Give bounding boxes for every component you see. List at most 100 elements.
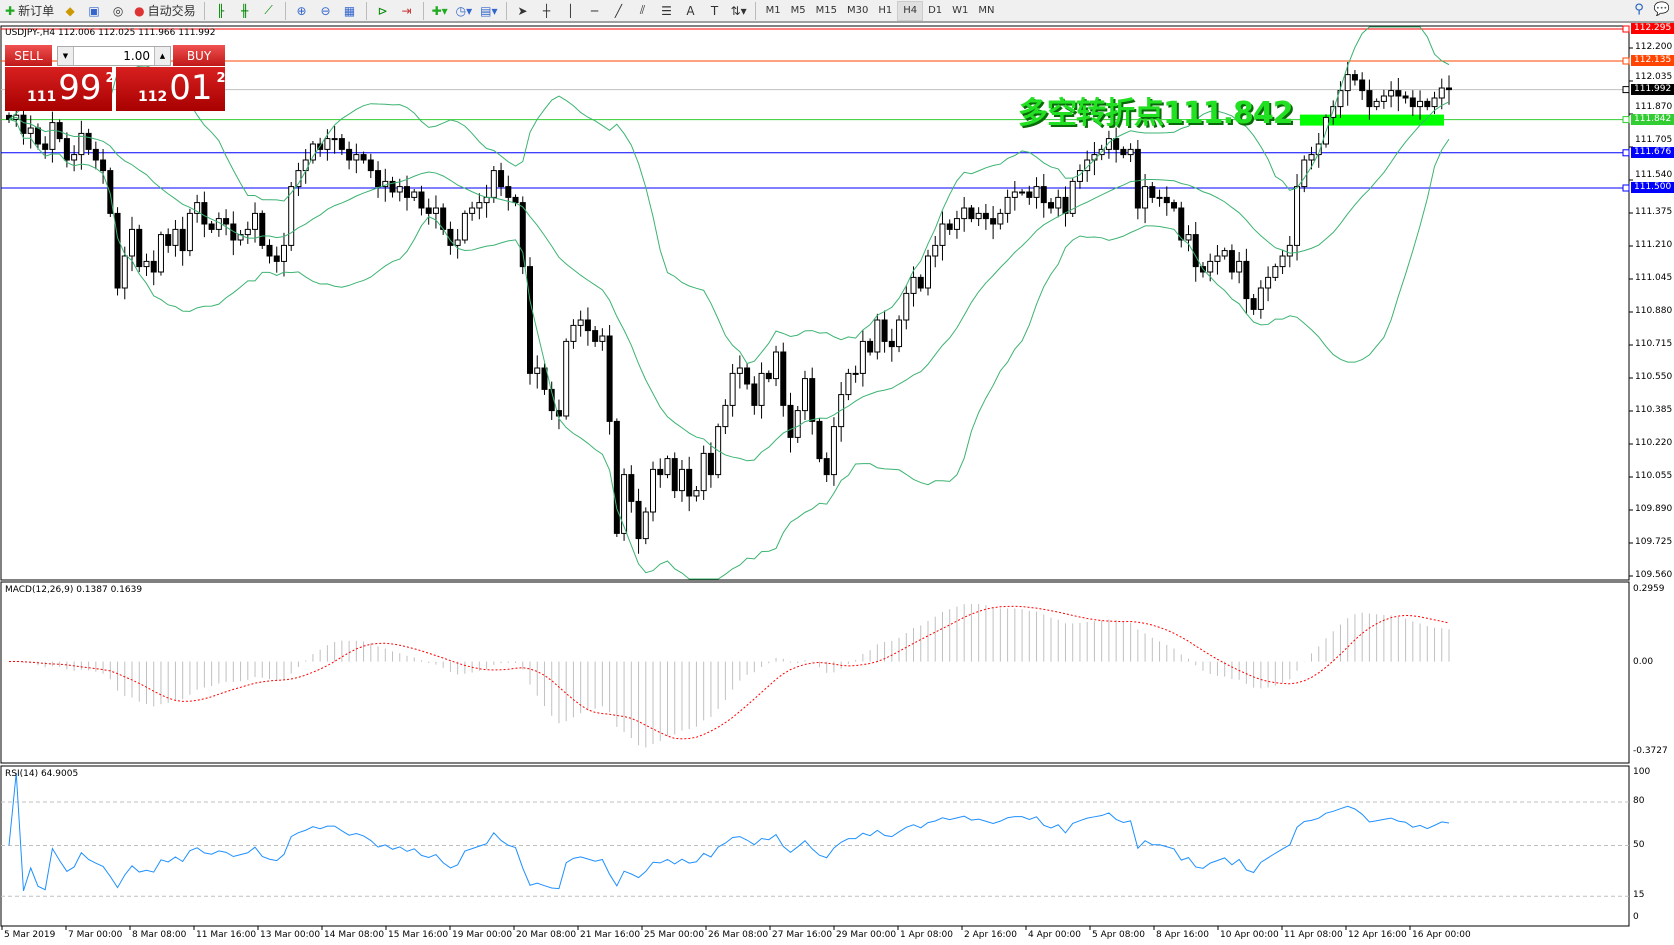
bull-candle: [953, 218, 960, 230]
bear-candle: [1026, 191, 1033, 198]
navigator-icon[interactable]: ▣: [88, 3, 100, 18]
bull-candle: [490, 170, 497, 198]
fibonacci-fan-icon[interactable]: ⫽: [639, 3, 646, 17]
line-chart-icon[interactable]: ⟋: [264, 3, 273, 17]
cursor-icon[interactable]: ➤: [517, 3, 528, 18]
bear-candle: [809, 378, 816, 422]
rsi-axis-label: 80: [1633, 796, 1645, 806]
bull-candle: [476, 202, 483, 209]
bull-candle: [411, 191, 418, 198]
bear-candle: [881, 319, 888, 342]
timeframe-m15[interactable]: M15: [815, 5, 837, 16]
timeframe-w1[interactable]: W1: [952, 5, 969, 16]
timeframe-h1[interactable]: H1: [878, 5, 893, 16]
periods-icon[interactable]: ◷▾: [455, 3, 473, 18]
timeframe-m30[interactable]: M30: [846, 5, 869, 16]
horizontal-line-icon[interactable]: ─: [590, 3, 599, 18]
timeframe-m1[interactable]: M1: [765, 5, 781, 16]
bull-candle: [758, 372, 765, 406]
bull-candle: [729, 372, 736, 406]
candlestick-icon[interactable]: ╫: [240, 3, 249, 18]
level-price-tag: 111.500: [1631, 182, 1674, 193]
timeframe-d1[interactable]: D1: [928, 5, 943, 16]
bull-candle: [396, 186, 403, 193]
bear-candle: [1359, 79, 1366, 92]
crosshair-icon[interactable]: ┼: [542, 3, 551, 18]
market-watch-icon[interactable]: ◆: [65, 3, 75, 18]
fibonacci-icon[interactable]: ☰: [661, 3, 672, 18]
zoom-out-icon[interactable]: ⊖: [320, 3, 331, 18]
signals-icon[interactable]: ◎: [112, 3, 124, 18]
chart-area[interactable]: [0, 25, 1674, 945]
main-panel-frame: [0, 25, 1630, 581]
arrows-icon[interactable]: ⇅▾: [730, 3, 747, 18]
price-axis-label: 111.210: [1635, 240, 1673, 250]
bull-candle: [794, 410, 801, 438]
lot-increase-icon[interactable]: ▲: [154, 47, 170, 65]
bull-candle: [1279, 255, 1286, 268]
time-axis-label: 15 Mar 16:00: [388, 930, 449, 940]
bull-candle: [143, 260, 150, 268]
bear-candle: [201, 202, 208, 225]
bear-candle: [1171, 202, 1178, 209]
macd-axis-label: -0.3727: [1633, 746, 1668, 756]
bull-candle: [172, 228, 179, 246]
time-axis-label: 19 Mar 00:00: [452, 930, 513, 940]
bull-candle: [859, 340, 866, 374]
sell-price-button[interactable]: 111 99 2: [5, 67, 115, 111]
bear-candle: [816, 420, 823, 460]
vertical-line-icon[interactable]: │: [566, 3, 575, 18]
time-axis-label: 4 Apr 00:00: [1028, 930, 1081, 940]
tile-windows-icon[interactable]: ▦: [343, 3, 356, 18]
bull-candle: [830, 426, 837, 476]
bull-candle: [534, 367, 541, 374]
bar-chart-icon[interactable]: ╟: [216, 3, 225, 18]
zoom-in-icon[interactable]: ⊕: [296, 3, 307, 18]
bear-candle: [360, 154, 367, 161]
text-label-icon[interactable]: T: [710, 3, 719, 18]
buy-price-button[interactable]: 112 01 2: [116, 67, 226, 111]
search-icon[interactable]: ⚲: [1634, 2, 1644, 17]
lot-decrease-icon[interactable]: ▼: [58, 47, 74, 65]
auto-trading-button[interactable]: ● 自动交易: [134, 3, 196, 19]
annotation-text[interactable]: 多空转折点111.842: [1018, 96, 1294, 131]
bear-candle: [1192, 234, 1199, 268]
lot-size-input[interactable]: ▼ 1.00 ▲: [57, 46, 171, 66]
bull-candle: [852, 372, 859, 375]
templates-icon[interactable]: ▤▾: [480, 3, 498, 18]
text-icon[interactable]: A: [686, 3, 695, 18]
price-axis-label: 112.035: [1635, 71, 1673, 82]
rsi-axis-label: 50: [1633, 839, 1645, 850]
bear-candle: [92, 148, 99, 161]
bear-candle: [671, 458, 678, 492]
bull-candle: [1105, 138, 1112, 150]
bull-candle: [1142, 186, 1149, 209]
timeframe-m5[interactable]: M5: [790, 5, 806, 16]
timeframe-mn[interactable]: MN: [978, 5, 995, 16]
bull-candle: [599, 335, 606, 342]
buy-button[interactable]: BUY: [173, 45, 225, 66]
price-axis-label: 109.725: [1635, 537, 1673, 547]
bear-candle: [1395, 90, 1402, 97]
autoscroll-icon[interactable]: ⇥: [401, 3, 412, 18]
lot-value[interactable]: 1.00: [123, 49, 150, 63]
sell-button[interactable]: SELL: [5, 45, 52, 66]
bear-candle: [107, 170, 114, 214]
bear-candle: [1040, 186, 1047, 204]
auto-trading-icon: ●: [134, 3, 145, 18]
one-click-trading-panel: SELL ▼ 1.00 ▲ BUY 111 99 2 112 01 2: [5, 45, 226, 111]
time-axis-label: 11 Apr 08:00: [1284, 930, 1343, 940]
trendline-icon[interactable]: ╱: [614, 3, 623, 18]
timeframe-h4[interactable]: H4: [897, 0, 924, 21]
time-axis-label: 5 Mar 2019: [4, 930, 56, 940]
bear-candle: [519, 202, 526, 268]
bull-candle: [1344, 74, 1351, 92]
bear-candle: [968, 207, 975, 220]
bear-candle: [707, 452, 714, 476]
bear-candle: [273, 255, 280, 262]
new-indicator-icon[interactable]: ✚▾: [431, 3, 448, 18]
bull-candle: [157, 234, 164, 273]
new-order-button[interactable]: ✚ 新订单: [5, 3, 55, 19]
chart-shift-icon[interactable]: ⊳: [377, 3, 388, 18]
chat-icon[interactable]: 💬: [1653, 2, 1670, 17]
